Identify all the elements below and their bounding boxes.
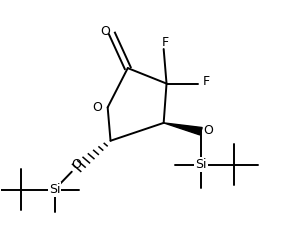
- Text: O: O: [203, 124, 213, 137]
- Text: O: O: [92, 101, 102, 114]
- Text: Si: Si: [49, 183, 60, 196]
- Text: F: F: [162, 36, 169, 49]
- Polygon shape: [164, 123, 202, 135]
- Text: O: O: [71, 158, 81, 171]
- Text: O: O: [100, 25, 110, 38]
- Text: F: F: [203, 75, 210, 88]
- Text: Si: Si: [195, 158, 207, 171]
